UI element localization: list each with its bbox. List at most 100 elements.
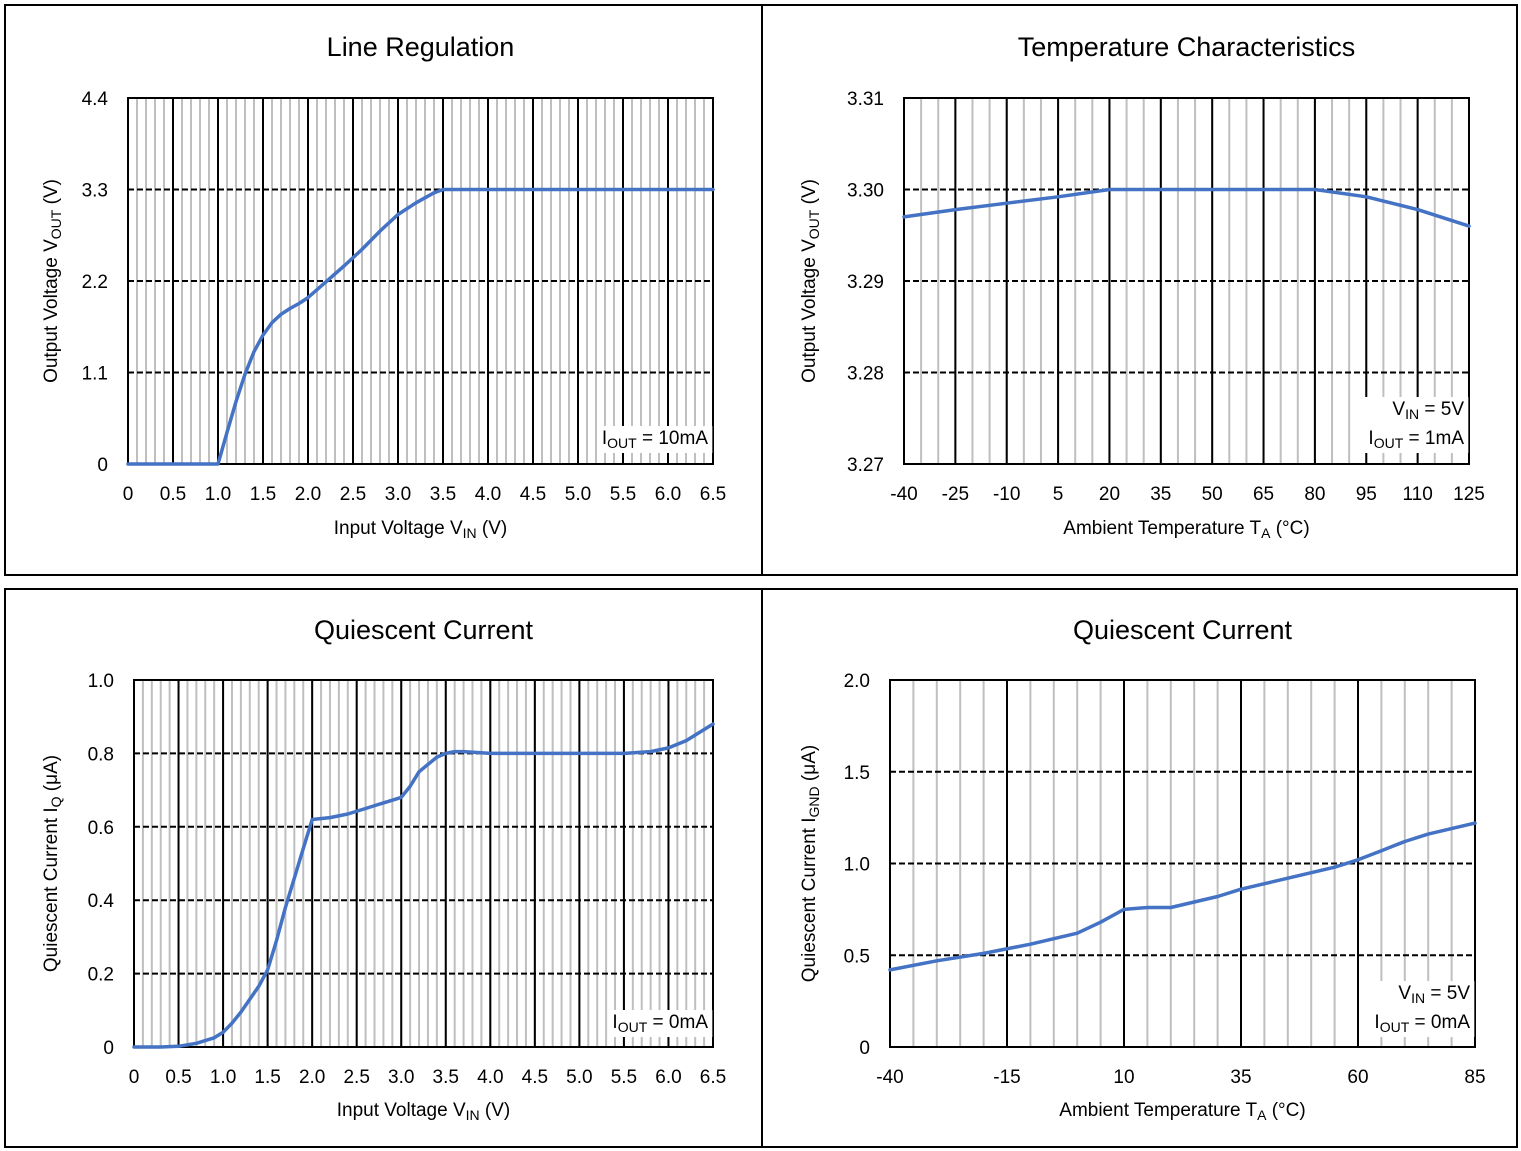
y-tick-label: 0 [97,455,108,476]
annotation-line: IOUT = 1mA [1368,428,1464,451]
x-tick-label: 95 [1356,484,1377,505]
panel-line-regulation [4,4,763,576]
x-axis-label: Input Voltage VIN (V) [337,1100,511,1123]
x-axis-label: Ambient Temperature TA (°C) [1059,1100,1305,1123]
chart-quiescent-current-vin: IOUT = 0mA 0 0.5 1.0 1.5 2.0 2.5 3.0 3.5 4.0 4.5 5.… [41,615,726,1123]
plot-area-border [127,97,714,465]
major-x-gridlines [133,680,714,1047]
x-tick-label: 4.5 [522,1067,548,1088]
y-tick-label: 1.0 [88,671,114,692]
chart-temperature-characteristics: VIN = 5V IOUT = 1mA -40 -25 -10 5 20 35 50 65 80 95… [799,32,1485,541]
y-tick-label: 3.3 [82,181,108,202]
x-tick-label: 3.5 [430,484,456,505]
y-tick-label: 0.6 [88,818,114,839]
chart-line-regulation: IOUT = 10mA 0 0.5 1.0 1.5 2.0 2.5 3.0 3.5 4.0 4.5 5… [41,32,726,541]
y-tick-label: 2.0 [844,671,870,692]
panel-temperature-characteristics [761,4,1518,576]
series-line [888,821,1477,972]
x-tick-label: -40 [890,484,917,505]
x-tick-label: -10 [993,484,1020,505]
chart-quiescent-current-temp: VIN = 5V IOUT = 0mA -40 -15 10 35 60 85 0 0.5 1.0 1… [799,615,1486,1123]
x-tick-label: 1.5 [250,484,276,505]
x-tick-label: -25 [942,484,969,505]
x-tick-label: 60 [1347,1067,1368,1088]
x-tick-label: 3.5 [433,1067,459,1088]
x-tick-label: 125 [1453,484,1485,505]
x-tick-label: 1.5 [254,1067,280,1088]
x-tick-label: 4.5 [520,484,546,505]
x-tick-label: 20 [1099,484,1120,505]
y-tick-label: 0.4 [88,891,115,912]
x-tick-label: 6.5 [700,484,726,505]
y-tick-label: 0.8 [88,744,114,765]
x-tick-label: 2.5 [340,484,366,505]
annotation-background [1370,981,1475,1037]
x-tick-label: 4.0 [475,484,501,505]
y-tick-labels: 0 0.5 1.0 1.5 2.0 [844,671,870,1059]
x-tick-label: 5.5 [610,484,636,505]
condition-annotation: IOUT = 10mA [597,426,713,453]
x-tick-label: 6.0 [655,1067,681,1088]
x-tick-label: 2.5 [343,1067,369,1088]
condition-annotation: VIN = 5V IOUT = 1mA [1364,397,1469,453]
x-tick-label: 0.5 [165,1067,191,1088]
y-tick-label: 1.5 [844,763,870,784]
annotation-background [597,426,713,453]
annotation-background [608,1010,713,1037]
chart-title: Quiescent Current [1073,615,1293,645]
x-tick-labels: -40 -15 10 35 60 85 [876,1067,1485,1088]
x-tick-label: 5.0 [566,1067,592,1088]
x-tick-label: 65 [1253,484,1274,505]
annotation-background [1364,397,1469,453]
x-tick-label: 0 [123,484,134,505]
y-axis-label: Quiescent Current IQ (μA) [41,755,64,972]
condition-annotation: VIN = 5V IOUT = 0mA [1370,981,1475,1037]
x-tick-label: 6.5 [700,1067,726,1088]
annotation-line: IOUT = 10mA [602,428,708,451]
x-axis-label: Input Voltage VIN (V) [334,518,508,541]
x-tick-label: 4.0 [477,1067,503,1088]
x-tick-labels: 0 0.5 1.0 1.5 2.0 2.5 3.0 3.5 4.0 4.5 5.0 5.5 6.0 6.5 [129,1067,727,1088]
x-tick-label: 80 [1304,484,1325,505]
y-gridlines [128,97,713,465]
x-tick-labels: -40 -25 -10 5 20 35 50 65 80 95 110 125 [890,484,1485,505]
x-tick-label: 0 [129,1067,140,1088]
y-tick-label: 1.0 [844,855,870,876]
x-tick-label: 50 [1202,484,1223,505]
y-tick-label: 3.28 [847,364,884,385]
series-line [132,722,715,1049]
y-tick-label: 3.27 [847,455,884,476]
y-tick-labels: 0 0.2 0.4 0.6 0.8 1.0 [88,671,115,1059]
plot-area-border [889,679,1476,1048]
x-tick-labels: 0 0.5 1.0 1.5 2.0 2.5 3.0 3.5 4.0 4.5 5.0 5.5 6.0 6.5 [123,484,727,505]
y-tick-label: 0.5 [844,946,870,967]
x-tick-label: 1.0 [205,484,231,505]
x-tick-label: 35 [1230,1067,1251,1088]
x-tick-label: 2.0 [295,484,321,505]
x-tick-label: 5.0 [565,484,591,505]
series-line [902,187,1471,228]
series-line [126,187,715,466]
panel-quiescent-current-temp [761,588,1518,1148]
x-tick-label: 5 [1053,484,1064,505]
annotation-line: VIN = 5V [1392,399,1464,422]
y-axis-label: Quiescent Current IGND (μA) [799,745,822,982]
annotation-line: VIN = 5V [1398,983,1470,1006]
x-tick-label: 85 [1464,1067,1485,1088]
y-tick-label: 2.2 [82,272,108,293]
annotation-line: IOUT = 0mA [1374,1012,1470,1035]
x-tick-label: 110 [1402,484,1432,505]
plot-area-border [133,679,714,1048]
chart-title: Line Regulation [327,32,515,62]
x-tick-label: 10 [1113,1067,1134,1088]
x-tick-label: -15 [993,1067,1020,1088]
x-tick-label: 1.0 [210,1067,236,1088]
x-tick-label: 3.0 [385,484,411,505]
x-tick-label: 3.0 [388,1067,414,1088]
y-axis-label: Output Voltage VOUT (V) [799,179,822,383]
x-tick-label: -40 [876,1067,903,1088]
x-tick-label: 6.0 [655,484,681,505]
y-tick-labels: 0 1.1 2.2 3.3 4.4 [82,89,109,476]
y-tick-label: 4.4 [82,89,109,110]
